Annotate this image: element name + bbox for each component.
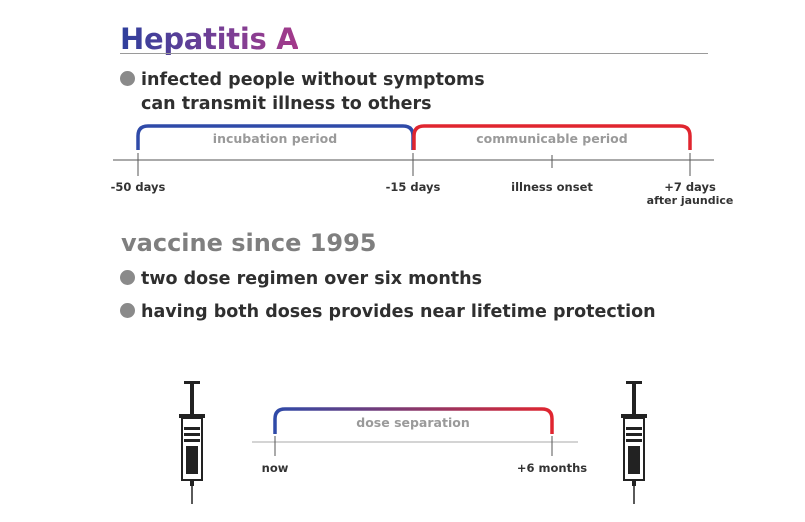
page-title: Hepatitis A xyxy=(120,22,299,56)
vaccine-bullet-2: having both doses provides near lifetime… xyxy=(120,301,656,324)
intro-bullet-line2: can transmit illness to others xyxy=(141,94,432,114)
intro-bullet-continued: can transmit illness to others xyxy=(120,93,432,116)
vaccine-bullet-1-text: two dose regimen over six months xyxy=(141,269,483,289)
title-divider xyxy=(120,53,708,54)
tick-label-minus-50: -50 days xyxy=(110,180,166,194)
dose-separation-bracket xyxy=(273,407,554,434)
intro-bullet: infected people without symptoms xyxy=(120,69,485,92)
bullet-dot xyxy=(120,71,135,86)
communicable-period-bracket xyxy=(412,124,692,150)
dose-start-label: now xyxy=(261,461,289,475)
bullet-dot xyxy=(120,303,135,318)
tick-sublabel-after-jaundice: after jaundice xyxy=(646,194,734,207)
dose-end-label: +6 months xyxy=(516,461,588,475)
incubation-period-bracket xyxy=(136,124,415,150)
bullet-dot xyxy=(120,270,135,285)
communicable-period-label: communicable period xyxy=(476,131,628,146)
syringe-icon xyxy=(179,381,205,504)
incubation-period-label: incubation period xyxy=(212,131,338,146)
tick-label-plus-7: +7 days xyxy=(664,180,716,194)
syringe-icon xyxy=(621,381,647,504)
intro-bullet-line1: infected people without symptoms xyxy=(141,70,485,90)
dose-separation-label: dose separation xyxy=(356,415,470,430)
tick-label-illness-onset: illness onset xyxy=(511,180,593,194)
tick-label-minus-15: -15 days xyxy=(385,180,441,194)
vaccine-heading: vaccine since 1995 xyxy=(121,229,377,257)
vaccine-bullet-1: two dose regimen over six months xyxy=(120,268,482,291)
vaccine-bullet-2-text: having both doses provides near lifetime… xyxy=(141,302,656,322)
